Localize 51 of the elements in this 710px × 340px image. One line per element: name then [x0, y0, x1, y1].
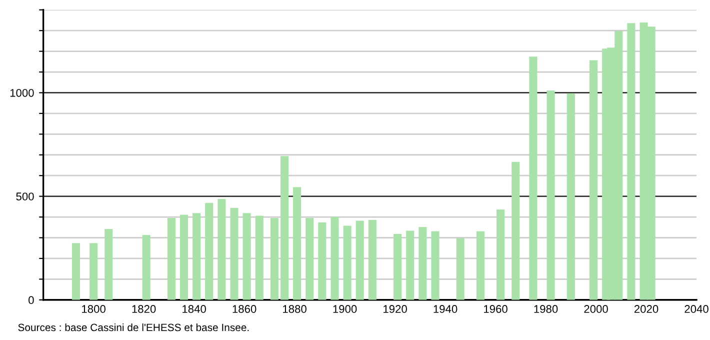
- x-tick-label: 1880: [283, 305, 306, 313]
- x-tick-label: 1860: [232, 305, 256, 313]
- bar: [476, 231, 484, 300]
- bar: [104, 229, 113, 300]
- bar: [218, 198, 226, 300]
- x-tick-label: 2000: [584, 305, 608, 313]
- bar: [280, 156, 289, 300]
- bar: [456, 238, 464, 300]
- bar: [242, 213, 251, 300]
- x-tick-label: 1960: [484, 305, 508, 313]
- x-tick-label: 1920: [384, 305, 407, 313]
- x-tick-label: 1940: [434, 305, 458, 313]
- bar: [270, 218, 278, 300]
- x-tick-label: 2040: [684, 305, 708, 313]
- bar: [356, 220, 364, 300]
- y-tick-label: 0: [28, 296, 34, 304]
- y-tick-label: 1000: [10, 88, 34, 97]
- bar: [512, 162, 520, 300]
- bar: [431, 231, 440, 300]
- bar: [368, 220, 376, 300]
- bar: [180, 214, 188, 300]
- bar: [293, 187, 302, 300]
- x-tick-label: 1800: [82, 305, 106, 313]
- bar: [205, 202, 214, 300]
- bar: [496, 210, 505, 300]
- bar: [418, 226, 427, 300]
- bar: [167, 218, 176, 300]
- x-tick-label: 2020: [634, 305, 658, 313]
- bar: [255, 216, 264, 300]
- y-tick-label: 500: [16, 192, 34, 200]
- x-tick-label: 1980: [534, 305, 558, 313]
- bar: [192, 213, 201, 300]
- bar: [343, 226, 352, 300]
- bar: [589, 60, 598, 300]
- x-tick-label: 1900: [333, 305, 357, 313]
- bar: [627, 23, 636, 300]
- bar: [90, 243, 98, 300]
- bar: [318, 222, 326, 300]
- x-tick-label: 1840: [182, 305, 206, 313]
- bar: [546, 90, 555, 300]
- bar: [566, 93, 575, 300]
- bar: [330, 217, 339, 300]
- bar: [529, 56, 538, 300]
- bar: [142, 235, 150, 300]
- bar: [230, 208, 238, 300]
- x-tick-label: 1820: [132, 305, 156, 313]
- bar: [72, 243, 80, 300]
- source-note: Sources : base Cassini de l'EHESS et base Insee.: [18, 323, 249, 332]
- bar: [394, 234, 402, 300]
- bar: [306, 218, 314, 300]
- bar: [406, 230, 414, 300]
